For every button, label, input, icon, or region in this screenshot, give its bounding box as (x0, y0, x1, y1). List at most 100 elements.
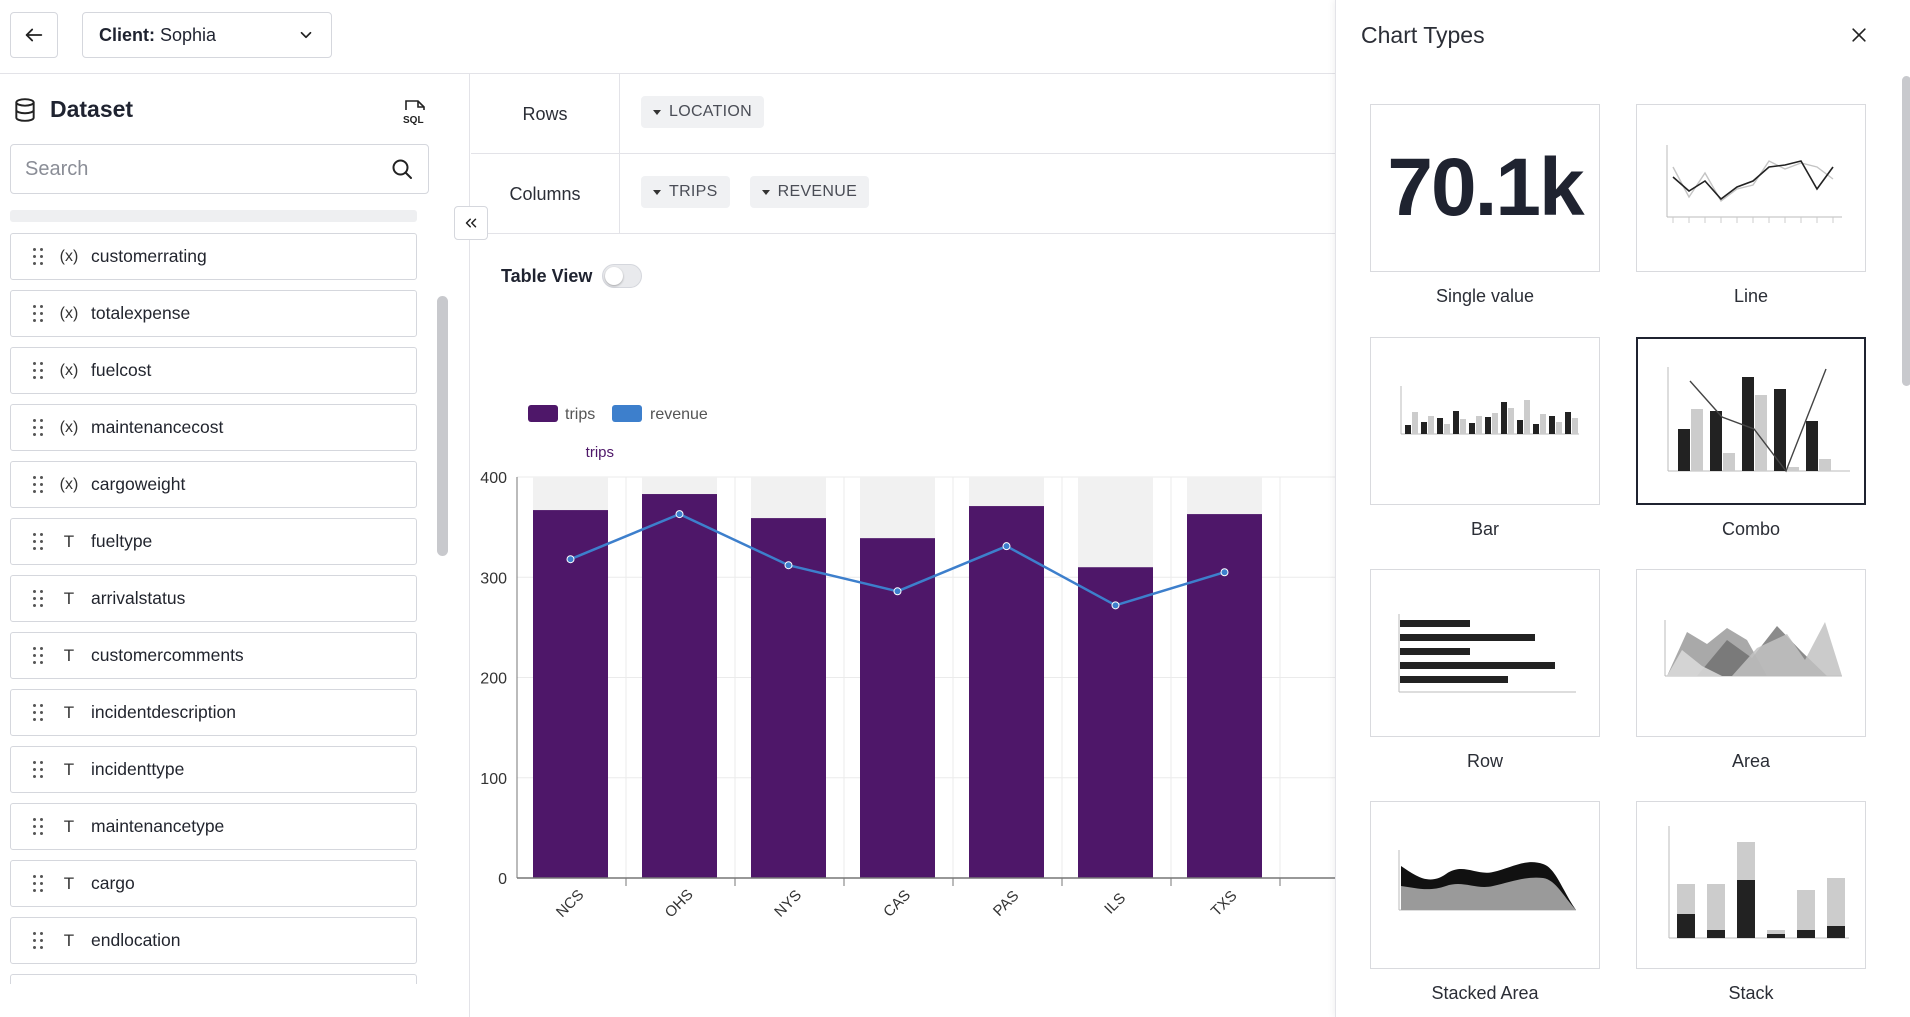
legend-swatch-trips (528, 405, 558, 422)
field-item-cargoweight[interactable]: (x) cargoweight (10, 461, 417, 508)
field-item-fuelcost[interactable]: (x) fuelcost (10, 347, 417, 394)
field-name: fuelcost (91, 360, 152, 380)
field-name: incidenttype (91, 759, 185, 779)
drag-handle-icon[interactable] (33, 361, 45, 380)
back-button[interactable] (10, 12, 58, 58)
drag-handle-icon[interactable] (33, 703, 45, 722)
search-input[interactable] (25, 157, 390, 181)
rows-label: Rows (471, 74, 620, 154)
drag-handle-icon[interactable] (33, 874, 45, 893)
x-tick-label: NYS (771, 887, 805, 921)
stack-chart-icon (1636, 801, 1866, 969)
variable-icon: (x) (59, 247, 79, 265)
field-item-maintenancecost[interactable]: (x) maintenancecost (10, 404, 417, 451)
client-label: Client: (99, 24, 155, 45)
field-item-customerrating[interactable]: (x) customerrating (10, 233, 417, 280)
legend-label-revenue: revenue (650, 406, 708, 423)
legend-swatch-revenue (612, 405, 642, 422)
database-icon (15, 97, 35, 122)
bar-chart-icon (1370, 337, 1600, 505)
rows-shelf: Rows LOCATION (471, 74, 1335, 154)
sidebar-scrollbar[interactable] (437, 296, 448, 556)
chart-type-single-value[interactable]: 70.1k Single value (1370, 104, 1600, 307)
collapse-sidebar-button[interactable] (454, 206, 488, 240)
text-type-icon: T (63, 645, 75, 665)
chart-type-combo[interactable]: Combo (1636, 337, 1866, 540)
chart-type-label: Stack (1728, 983, 1774, 1003)
close-icon[interactable] (1846, 22, 1872, 48)
chart-type-bar[interactable]: Bar (1370, 337, 1600, 540)
stacked-area-chart-icon (1370, 801, 1600, 969)
list-item-partial (10, 974, 417, 984)
field-name: cargoweight (91, 474, 186, 494)
line-chart-icon (1636, 104, 1866, 272)
columns-pills: TRIPS REVENUE (641, 176, 870, 208)
text-type-icon: T (63, 816, 75, 836)
chart-type-row[interactable]: Row (1370, 569, 1600, 772)
drag-handle-icon[interactable] (33, 247, 45, 266)
sql-file-icon[interactable]: SQL (402, 98, 428, 131)
panel-title: Chart Types (1361, 22, 1485, 48)
field-name: cargo (91, 873, 135, 893)
drag-handle-icon[interactable] (33, 589, 45, 608)
legend-label-trips: trips (565, 406, 595, 423)
drag-handle-icon[interactable] (33, 760, 45, 779)
drag-handle-icon[interactable] (33, 931, 45, 950)
point-revenue (893, 587, 902, 596)
table-view-toggle[interactable] (602, 264, 643, 288)
x-tick-label: CAS (880, 887, 914, 921)
pill-label: REVENUE (777, 183, 858, 200)
field-item-totalexpense[interactable]: (x) totalexpense (10, 290, 417, 337)
text-type-icon: T (63, 873, 75, 893)
single-value-preview: 70.1k (1370, 104, 1600, 272)
drag-handle-icon[interactable] (33, 418, 45, 437)
caret-down-icon (653, 189, 661, 195)
chart-type-label: Stacked Area (1431, 983, 1539, 1003)
chart-type-line[interactable]: Line (1636, 104, 1866, 307)
drag-handle-icon[interactable] (33, 304, 45, 323)
field-name: customercomments (91, 645, 244, 665)
point-revenue (1002, 542, 1011, 551)
y-tick-label: 400 (480, 470, 507, 487)
y-tick-label: 300 (480, 570, 507, 587)
bar-trips (969, 506, 1044, 878)
point-revenue (566, 555, 575, 564)
chart-type-stacked-area[interactable]: Stacked Area (1370, 801, 1600, 1004)
point-revenue (675, 510, 684, 519)
single-value-preview-text: 70.1k (1387, 142, 1584, 233)
drag-handle-icon[interactable] (33, 817, 45, 836)
variable-icon: (x) (59, 418, 79, 436)
shelf-pill-trips[interactable]: TRIPS (641, 176, 730, 208)
pill-label: LOCATION (669, 103, 753, 120)
y-tick-label: 0 (498, 871, 507, 888)
shelf-pill-revenue[interactable]: REVENUE (749, 176, 870, 208)
chart-type-area[interactable]: Area (1636, 569, 1866, 772)
x-tick-label: PAS (990, 887, 1022, 919)
drag-handle-icon[interactable] (33, 646, 45, 665)
dataset-sidebar: Dataset SQL (x) customerrating (x) totalexp… (0, 74, 470, 1017)
client-value: Sophia (160, 24, 217, 45)
drag-handle-icon[interactable] (33, 475, 45, 494)
text-type-icon: T (63, 759, 75, 779)
bar-trips (1078, 567, 1153, 878)
shelf-pill-location[interactable]: LOCATION (641, 96, 765, 128)
y-tick-label: 100 (480, 771, 507, 788)
panel-scrollbar[interactable] (1902, 76, 1910, 386)
chart-type-stack[interactable]: Stack (1636, 801, 1866, 1004)
field-name: maintenancecost (91, 417, 224, 437)
search-icon[interactable] (390, 157, 414, 181)
client-select[interactable]: Client: Sophia (82, 12, 332, 58)
table-view-control: Table View (501, 264, 643, 288)
dataset-header: Dataset (12, 96, 133, 123)
text-type-icon: T (63, 531, 75, 551)
bar-trips (751, 518, 826, 878)
drag-handle-icon[interactable] (33, 532, 45, 551)
